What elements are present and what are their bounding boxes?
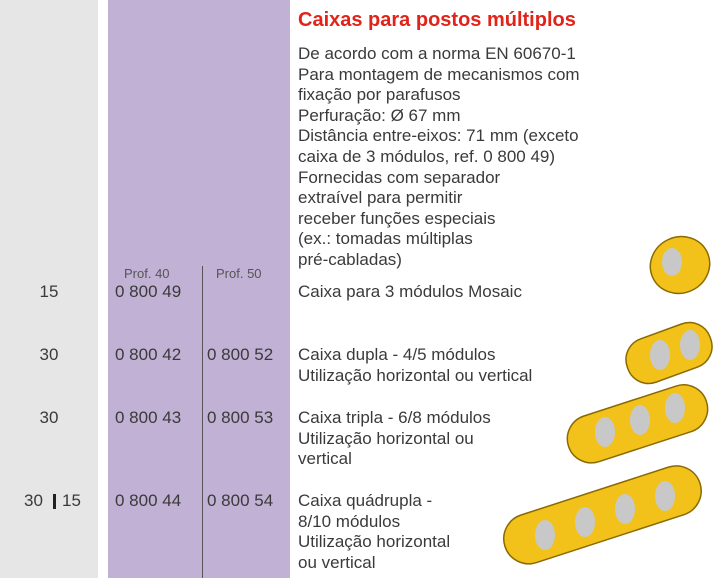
description-line: Fornecidas com separador <box>298 167 501 187</box>
reference: 0 800 43 <box>115 408 182 427</box>
item-text: Utilização horizontal ou <box>298 428 474 448</box>
item-text: Utilização horizontal <box>298 532 451 552</box>
item-text: Caixa quádrupla - <box>298 491 433 510</box>
description-line: Para montagem de mecanismos com <box>298 64 580 84</box>
item-text: Caixa para 3 módulos Mosaic <box>298 282 522 301</box>
title: Caixas para postos múltiplos <box>298 9 576 31</box>
item-text: vertical <box>298 449 352 469</box>
description-line: (ex.: tomadas múltiplas <box>298 229 473 249</box>
item-text: Utilização horizontal ou vertical <box>298 365 533 385</box>
column-header: Prof. 50 <box>216 266 262 281</box>
reference: 0 800 49 <box>115 282 182 301</box>
quantity: 30 <box>39 345 59 364</box>
quantity: 30 <box>24 491 43 510</box>
reference: 0 800 44 <box>115 491 182 510</box>
description-line: receber funções especiais <box>298 208 496 228</box>
ref-column <box>108 0 290 578</box>
column-header: Prof. 40 <box>124 266 170 281</box>
reference: 0 800 52 <box>207 345 274 364</box>
quantity: 15 <box>62 491 81 510</box>
reference: 0 800 42 <box>115 345 182 364</box>
item-text: 8/10 módulos <box>298 511 401 531</box>
description-line: De acordo com a norma EN 60670-1 <box>298 44 576 63</box>
column-divider <box>202 266 203 578</box>
quantity: 15 <box>39 282 59 301</box>
description-line: fixação por parafusos <box>298 85 461 105</box>
qty-column <box>0 0 98 578</box>
quantity: 30 <box>39 408 59 427</box>
description-line: pré-cabladas) <box>298 250 402 269</box>
reference: 0 800 53 <box>207 408 274 427</box>
reference: 0 800 54 <box>207 491 274 510</box>
item-text: Caixa dupla - 4/5 módulos <box>298 345 496 364</box>
description-line: extraível para permitir <box>298 188 463 208</box>
description-line: Perfuração: Ø 67 mm <box>298 105 461 125</box>
separator <box>53 494 56 509</box>
item-text: ou vertical <box>298 552 376 572</box>
description-line: caixa de 3 módulos, ref. 0 800 49) <box>298 147 556 166</box>
item-text: Caixa tripla - 6/8 módulos <box>298 408 491 427</box>
description-line: Distância entre-eixos: 71 mm (exceto <box>298 126 579 146</box>
